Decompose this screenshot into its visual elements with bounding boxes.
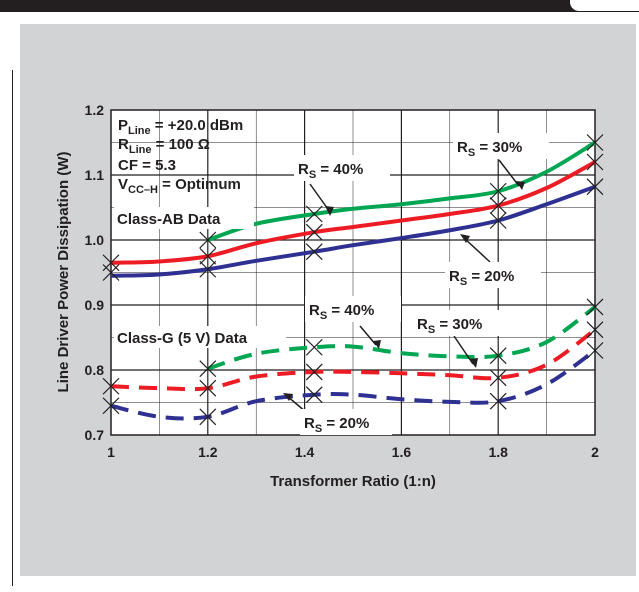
series-markers [102,134,604,426]
data-point-marker [586,298,604,316]
x-tick-label: 1.8 [488,444,508,460]
data-point-marker [305,223,323,241]
y-tick-label: 0.9 [85,297,105,313]
data-point-marker [199,260,217,278]
callout-g-40: RS = 40% [305,296,401,349]
callout-ab-20: RS = 20% [445,234,541,288]
condition-cf: CF = 5.3 [118,157,176,174]
data-point-marker [102,254,120,272]
data-point-marker [489,212,507,229]
y-tick-label: 1.2 [85,102,105,118]
data-point-marker [586,321,604,339]
x-axis-title: Transformer Ratio (1:n) [270,473,436,490]
callout-ab-40: RS = 40% [294,155,390,216]
y-tick-label: 1.1 [85,167,105,183]
class-g-label-box [114,326,286,348]
data-point-marker [102,397,120,415]
series-line-class-g-rs-40 [207,305,597,371]
data-point-marker [199,360,217,378]
class-g-label: Class-G (5 V) Data [117,330,248,347]
callout-g-30: RS = 30% [413,310,509,368]
y-tick-label: 0.8 [85,362,105,378]
x-tick-label: 1.6 [392,444,412,460]
left-margin-rule [12,70,13,586]
series-line-class-ab-rs-20 [110,184,596,278]
data-point-marker [199,408,217,426]
svg-text:RS = 20%: RS = 20% [304,415,369,435]
data-point-marker [199,247,217,265]
data-point-marker [102,377,120,395]
x-tick-labels: 1 1.2 1.4 1.6 1.8 2 [107,444,599,460]
x-tick-label: 2 [591,444,599,460]
data-point-marker [305,386,323,404]
x-tick-label: 1.4 [295,444,315,460]
top-border-bar [0,0,639,12]
data-point-marker [489,197,507,214]
series-line-class-g-rs-20 [110,348,597,421]
svg-text:RS = 30%: RS = 30% [417,316,482,336]
data-point-marker [586,178,604,196]
class-ab-label: Class-AB Data [117,211,221,228]
data-point-marker [586,342,604,359]
data-point-marker [586,153,604,171]
svg-text:RS = 20%: RS = 20% [449,268,514,288]
top-corner-tab [569,0,639,12]
data-point-marker [305,243,323,261]
data-point-marker [489,369,507,387]
series-line-class-ab-rs-30 [110,160,596,265]
data-point-marker [586,134,604,151]
condition-pline: PLine = +20.0 dBm [118,117,243,137]
callout-ab-30: RS = 30% [453,133,549,190]
data-point-marker [199,231,217,249]
svg-text:RS = 40%: RS = 40% [298,161,363,181]
data-point-marker [489,182,507,200]
data-point-marker [102,264,120,281]
series-lines [110,140,597,421]
y-axis-title: Line Driver Power Dissipation (W) [55,152,72,393]
class-ab-label-box [114,207,254,229]
data-point-marker [489,392,507,410]
data-point-marker [199,379,217,397]
data-point-marker [305,363,323,381]
data-point-marker [305,205,323,223]
y-tick-label: 0.7 [85,427,105,443]
x-tick-label: 1.2 [198,444,218,460]
x-tick-label: 1 [107,444,115,460]
y-tick-label: 1.0 [85,232,105,248]
svg-text:RS = 30%: RS = 30% [457,139,522,159]
y-tick-labels: 0.7 0.8 0.9 1.0 1.1 1.2 [85,102,105,443]
callout-g-20: RS = 20% [283,393,392,435]
series-line-class-g-rs-30 [110,328,597,392]
condition-vcc: VCC–H = Optimum [118,176,241,196]
series-line-class-ab-rs-40 [207,140,597,242]
data-point-marker [489,347,507,365]
condition-rline: RLine = 100 Ω [118,136,210,156]
data-point-marker [305,338,323,356]
svg-text:RS = 40%: RS = 40% [309,302,374,322]
